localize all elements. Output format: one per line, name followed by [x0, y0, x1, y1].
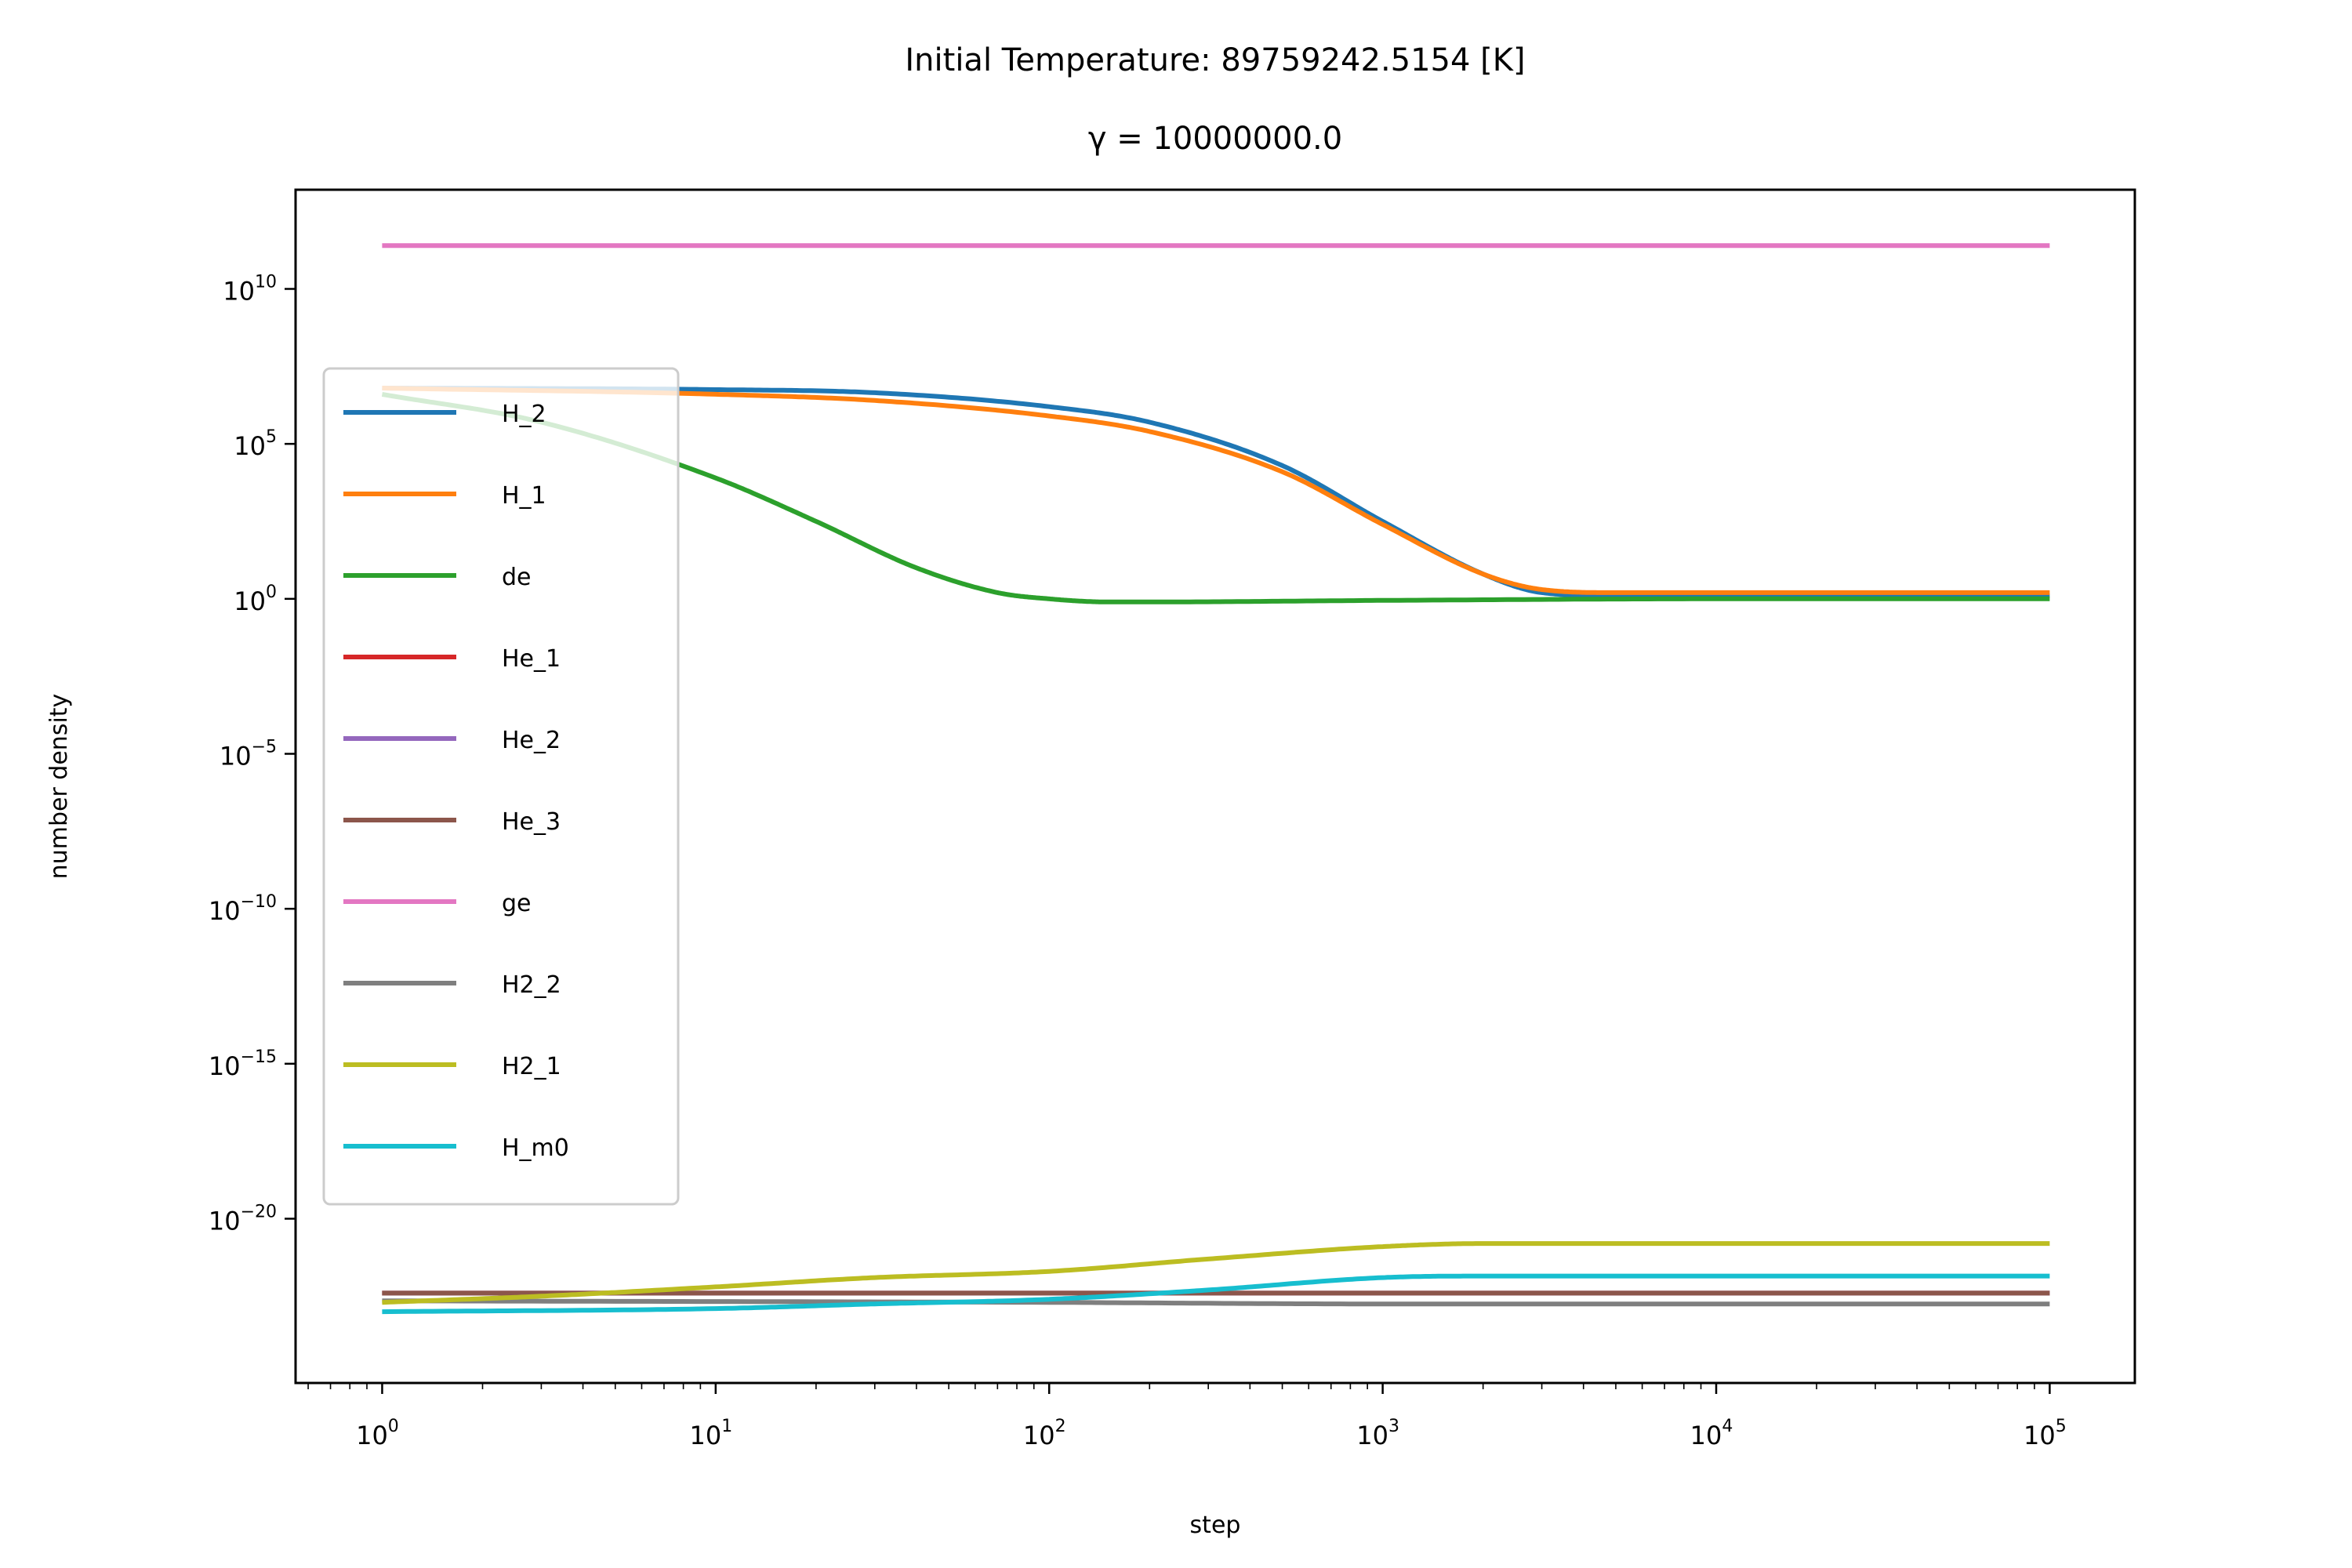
chart-subtitle: γ = 10000000.0	[1088, 121, 1342, 157]
legend-label: H_2	[502, 401, 546, 428]
y-tick-label: 10−5	[220, 737, 277, 771]
series-line-h2-1	[382, 1241, 2050, 1305]
legend-label: H2_1	[502, 1053, 561, 1080]
chart-title: Initial Temperature: 89759242.5154 [K]	[905, 42, 1525, 78]
x-tick-label: 101	[689, 1417, 732, 1450]
legend-label: de	[502, 564, 532, 591]
y-axis-label: number density	[45, 694, 73, 880]
y-tick-label: 10−10	[209, 892, 277, 926]
y-tick-label: 1010	[223, 273, 277, 307]
y-tick-label: 105	[234, 427, 277, 461]
x-tick-label: 105	[2024, 1417, 2067, 1450]
y-tick-label: 10−20	[209, 1202, 277, 1236]
legend: H_2 H_1de He_1 He_2 He_3ge H2_2 H2_1 H_m0	[322, 367, 680, 1206]
series-line-h-1	[382, 386, 2050, 595]
series-layer	[381, 243, 2050, 1315]
legend-label: ge	[502, 890, 532, 917]
legend-label: H2_2	[502, 971, 561, 999]
legend-label: He_1	[502, 645, 561, 673]
x-tick-label: 103	[1356, 1417, 1399, 1450]
series-line-h2-2	[382, 1298, 2050, 1307]
x-tick-label: 102	[1023, 1417, 1066, 1450]
legend-label: He_2	[502, 727, 561, 754]
y-tick-label: 10−15	[209, 1047, 277, 1081]
y-axis: 1010 105 100 10−5 10−10 10−15 10−20	[209, 273, 296, 1236]
legend-label: H_m0	[502, 1134, 569, 1162]
x-axis: 100 101 102 103 104 105	[307, 1383, 2067, 1450]
x-tick-label: 104	[1690, 1417, 1733, 1450]
series-line-de	[381, 391, 2050, 604]
legend-label: He_3	[502, 808, 561, 836]
x-axis-label: step	[1190, 1512, 1241, 1539]
legend-label: H_1	[502, 482, 546, 510]
y-tick-label: 100	[234, 583, 277, 616]
plot-frame	[294, 188, 2136, 1385]
series-line-h-m0	[382, 1273, 2050, 1315]
legend-items: H_2 H_1de He_1 He_2 He_3ge H2_2 H2_1 H_m0	[343, 401, 569, 1162]
x-tick-label: 100	[356, 1417, 399, 1450]
series-line-h-2	[382, 386, 2050, 598]
